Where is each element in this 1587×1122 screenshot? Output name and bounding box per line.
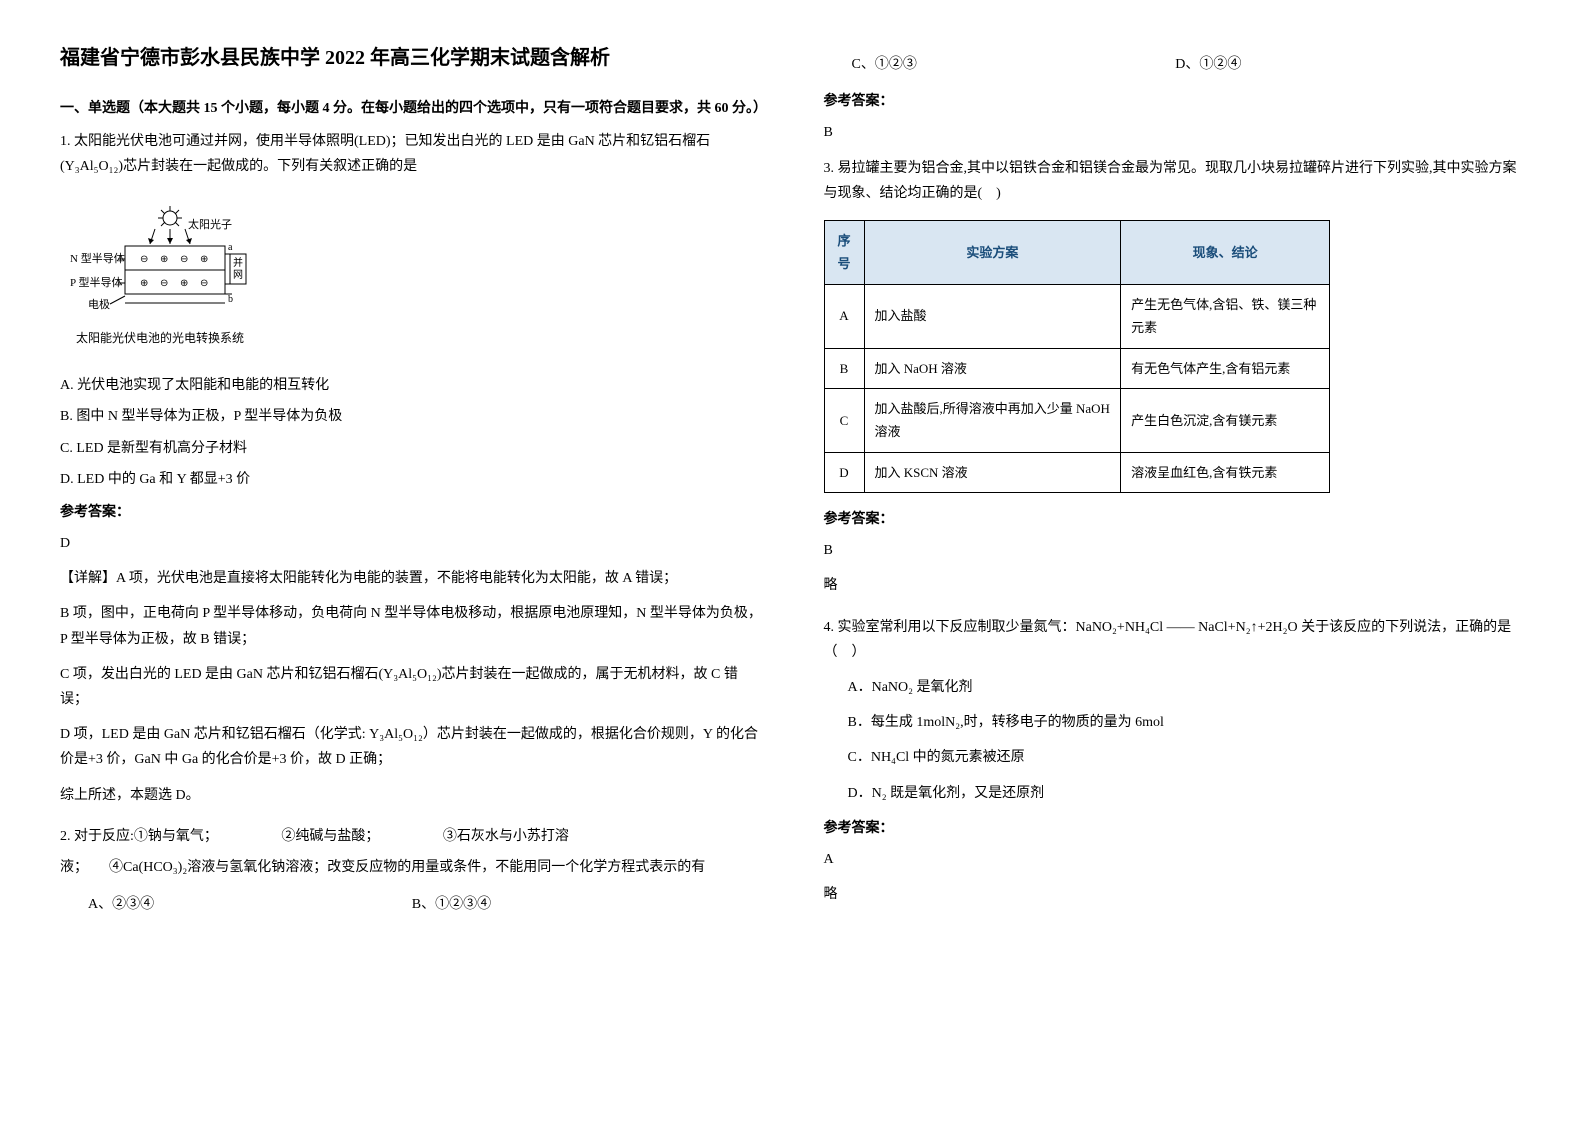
q2-opt-d: D、①②④ xyxy=(1175,52,1527,77)
q4-stem: 4. 实验室常利用以下反应制取少量氮气：NaNO₂+NH₄Cl —— NaCl+… xyxy=(824,615,1528,665)
question-1: 1. 太阳能光伏电池可通过并网，使用半导体照明(LED)；已知发出白光的 LED… xyxy=(60,129,764,808)
q2-opt-b: B、①②③④ xyxy=(412,892,764,917)
q1-opt-a: A. 光伏电池实现了太阳能和电能的相互转化 xyxy=(60,373,764,398)
q3-answer: B xyxy=(824,538,1528,563)
svg-text:⊕: ⊕ xyxy=(140,278,148,289)
svg-text:⊕: ⊕ xyxy=(200,254,208,265)
q4-opt-a: A．NaNO₂ 是氧化剂 xyxy=(848,675,1528,700)
q2-opt-c: C、①②③ xyxy=(824,52,1176,77)
diagram-label-sun: 太阳光子 xyxy=(188,217,232,231)
table-header-1: 实验方案 xyxy=(864,220,1121,284)
q2-opt-a: A、②③④ xyxy=(60,892,412,917)
diagram-label-electrode: 电极 xyxy=(88,297,110,311)
q4-opt-b: B．每生成 1molN₂,时，转移电子的物质的量为 6mol xyxy=(848,710,1528,735)
q2-answer: B xyxy=(824,120,1528,145)
q4-opt-d: D．N₂ 既是氧化剂，又是还原剂 xyxy=(848,781,1528,806)
q3-answer-label: 参考答案： xyxy=(824,507,1528,532)
q1-explanation-5: 综上所述，本题选 D。 xyxy=(60,783,764,808)
diagram-label-n: N 型半导体 xyxy=(70,251,125,265)
q1-answer-label: 参考答案： xyxy=(60,500,764,525)
svg-text:a: a xyxy=(228,242,233,253)
q1-explanation-2: B 项，图中，正电荷向 P 型半导体移动，负电荷向 N 型半导体电极移动，根据原… xyxy=(60,601,764,651)
document-title: 福建省宁德市彭水县民族中学 2022 年高三化学期末试题含解析 xyxy=(60,40,764,76)
svg-text:并: 并 xyxy=(233,256,243,269)
svg-text:⊖: ⊖ xyxy=(180,254,188,265)
table-row: B 加入 NaOH 溶液 有无色气体产生,含有铝元素 xyxy=(824,348,1330,388)
q1-opt-c: C. LED 是新型有机高分子材料 xyxy=(60,436,764,461)
svg-text:⊖: ⊖ xyxy=(140,254,148,265)
table-row: C 加入盐酸后,所得溶液中再加入少量 NaOH 溶液 产生白色沉淀,含有镁元素 xyxy=(824,388,1330,452)
q4-answer-label: 参考答案： xyxy=(824,816,1528,841)
q2-answer-label: 参考答案： xyxy=(824,89,1528,114)
q1-opt-b: B. 图中 N 型半导体为正极，P 型半导体为负极 xyxy=(60,404,764,429)
q3-stem: 3. 易拉罐主要为铝合金,其中以铝铁合金和铝镁合金最为常见。现取几小块易拉罐碎片… xyxy=(824,156,1528,206)
q1-stem: 1. 太阳能光伏电池可通过并网，使用半导体照明(LED)；已知发出白光的 LED… xyxy=(60,129,764,179)
table-row: D 加入 KSCN 溶液 溶液呈血红色,含有铁元素 xyxy=(824,452,1330,492)
svg-text:⊖: ⊖ xyxy=(200,278,208,289)
question-4: 4. 实验室常利用以下反应制取少量氮气：NaNO₂+NH₄Cl —— NaCl+… xyxy=(824,615,1528,908)
q2-stem-line1: 2. 对于反应:①钠与氧气； ②纯碱与盐酸； ③石灰水与小苏打溶 xyxy=(60,824,764,849)
question-2: 2. 对于反应:①钠与氧气； ②纯碱与盐酸； ③石灰水与小苏打溶 液； ④Ca(… xyxy=(60,824,764,918)
svg-text:⊖: ⊖ xyxy=(160,278,168,289)
q4-opt-c: C．NH₄Cl 中的氮元素被还原 xyxy=(848,745,1528,770)
q3-table: 序号 实验方案 现象、结论 A 加入盐酸 产生无色气体,含铝、铁、镁三种元素 B… xyxy=(824,220,1331,493)
svg-text:⊕: ⊕ xyxy=(180,278,188,289)
diagram-label-p: P 型半导体 xyxy=(70,275,122,289)
q1-answer: D xyxy=(60,531,764,556)
q1-explanation-4: D 项，LED 是由 GaN 芯片和钇铝石榴石（化学式: Y₃Al₅O₁₂）芯片… xyxy=(60,722,764,772)
q3-omit: 略 xyxy=(824,573,1528,598)
table-header-0: 序号 xyxy=(824,220,864,284)
q1-diagram-caption: 太阳能光伏电池的光电转换系统 xyxy=(70,328,250,350)
table-header-row: 序号 实验方案 现象、结论 xyxy=(824,220,1330,284)
table-header-2: 现象、结论 xyxy=(1121,220,1330,284)
q1-explanation-1: 【详解】A 项，光伏电池是直接将太阳能转化为电能的装置，不能将电能转化为太阳能，… xyxy=(60,566,764,591)
q4-omit: 略 xyxy=(824,882,1528,907)
q2-stem-line2: 液； ④Ca(HCO₃)₂溶液与氢氧化钠溶液；改变反应物的用量或条件，不能用同一… xyxy=(60,855,764,880)
left-column: 福建省宁德市彭水县民族中学 2022 年高三化学期末试题含解析 一、单选题（本大… xyxy=(60,40,764,933)
svg-text:网: 网 xyxy=(233,269,243,281)
svg-text:⊕: ⊕ xyxy=(160,254,168,265)
q1-explanation-3: C 项，发出白光的 LED 是由 GaN 芯片和钇铝石榴石(Y₃Al₅O₁₂)芯… xyxy=(60,662,764,712)
q4-answer: A xyxy=(824,847,1528,872)
table-row: A 加入盐酸 产生无色气体,含铝、铁、镁三种元素 xyxy=(824,284,1330,348)
right-column: C、①②③ D、①②④ 参考答案： B 3. 易拉罐主要为铝合金,其中以铝铁合金… xyxy=(824,40,1528,933)
section-1-heading: 一、单选题（本大题共 15 个小题，每小题 4 分。在每小题给出的四个选项中，只… xyxy=(60,96,764,121)
question-3: 3. 易拉罐主要为铝合金,其中以铝铁合金和铝镁合金最为常见。现取几小块易拉罐碎片… xyxy=(824,156,1528,599)
svg-text:b: b xyxy=(228,294,233,305)
q1-opt-d: D. LED 中的 Ga 和 Y 都显+3 价 xyxy=(60,467,764,492)
q1-diagram: ⊖ ⊕ ⊖ ⊕ ⊕ ⊖ ⊕ ⊖ N 型半导体 P 型半导体 电极 太阳 xyxy=(60,194,260,360)
